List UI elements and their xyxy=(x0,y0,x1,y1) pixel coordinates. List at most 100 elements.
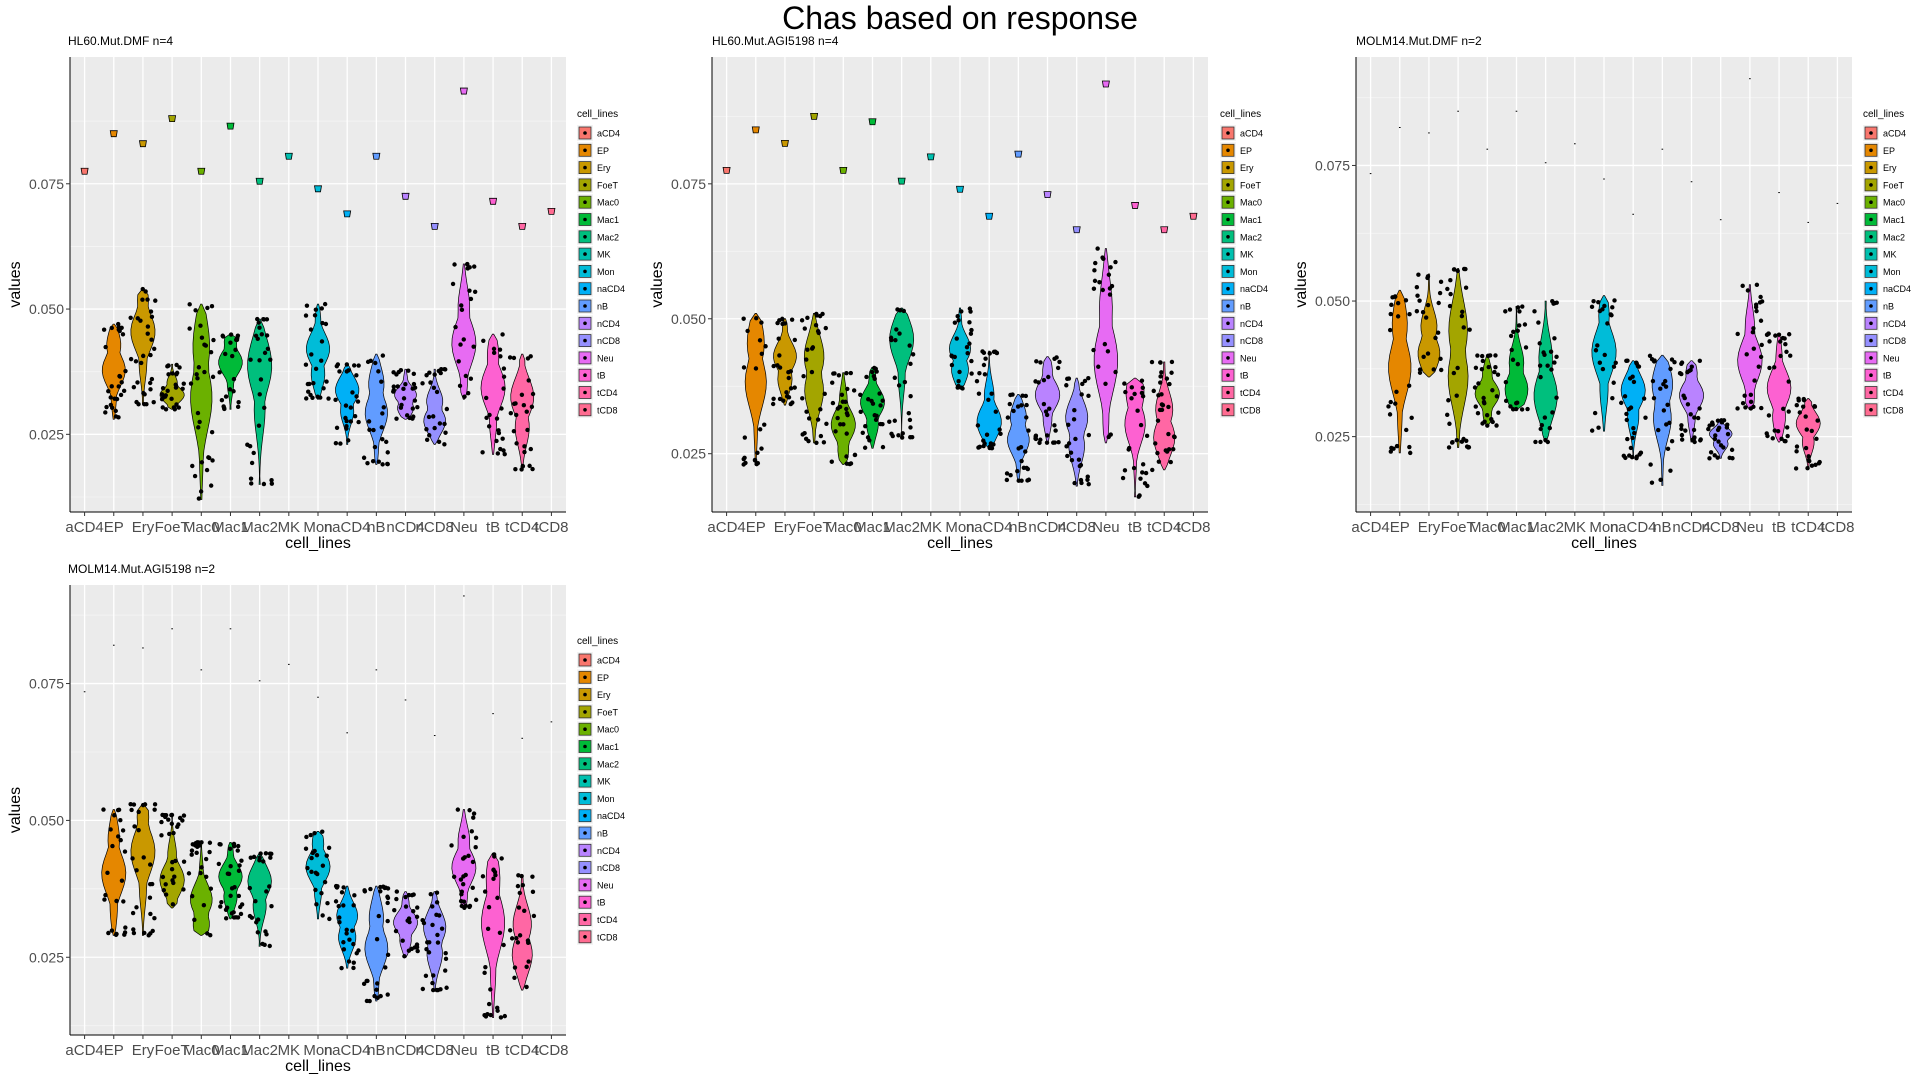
data-point xyxy=(180,386,185,391)
data-point xyxy=(959,309,964,314)
data-point xyxy=(1100,287,1106,293)
data-point xyxy=(1052,423,1057,428)
data-point xyxy=(1386,404,1391,409)
panel-title: HL60.Mut.DMF n=4 xyxy=(68,34,173,48)
data-point xyxy=(894,327,899,332)
data-point xyxy=(434,389,440,395)
data-point xyxy=(1158,380,1163,385)
data-point xyxy=(1479,366,1485,372)
data-point xyxy=(1809,463,1815,468)
data-point xyxy=(153,298,158,303)
data-point xyxy=(1597,308,1603,314)
data-point xyxy=(1511,329,1516,334)
data-point xyxy=(258,851,263,856)
data-point xyxy=(407,415,412,421)
summary-mark xyxy=(810,112,819,120)
data-point xyxy=(133,359,139,364)
data-point xyxy=(1407,312,1412,317)
y-axis-title: values xyxy=(649,261,666,307)
data-point xyxy=(129,807,134,813)
data-point xyxy=(896,383,902,388)
data-point xyxy=(983,356,988,361)
legend-label: Mac1 xyxy=(1240,215,1262,225)
data-point xyxy=(1776,332,1782,337)
data-point xyxy=(1780,335,1786,341)
data-point xyxy=(379,425,384,430)
data-point xyxy=(1533,439,1538,445)
data-point xyxy=(1091,286,1097,291)
data-point xyxy=(1086,481,1091,487)
x-tick-label: Ery xyxy=(774,519,797,536)
data-point xyxy=(835,415,840,421)
legend-label: naCD4 xyxy=(1240,284,1268,294)
data-point xyxy=(312,830,317,836)
legend-label: nCD4 xyxy=(597,846,620,856)
data-point xyxy=(167,831,172,837)
data-point xyxy=(430,922,435,928)
data-point xyxy=(1692,415,1697,420)
data-point xyxy=(1765,433,1770,439)
data-point xyxy=(515,940,521,945)
data-point xyxy=(259,332,264,337)
data-point xyxy=(322,301,328,307)
data-point xyxy=(194,850,199,856)
data-point xyxy=(463,903,468,908)
data-point xyxy=(1786,332,1792,337)
data-point xyxy=(1712,453,1717,458)
data-point xyxy=(256,320,261,325)
x-tick-label: FoeT xyxy=(1441,519,1476,536)
data-point xyxy=(499,406,504,411)
data-point xyxy=(333,397,338,403)
data-point xyxy=(486,424,492,429)
data-point xyxy=(516,905,522,910)
data-point xyxy=(148,862,153,867)
data-point xyxy=(1482,401,1487,406)
data-point xyxy=(949,353,954,358)
data-point xyxy=(1446,445,1452,450)
data-point xyxy=(439,926,445,931)
data-point xyxy=(1475,353,1480,358)
data-point xyxy=(804,409,809,414)
data-point xyxy=(189,848,195,853)
x-tick-label: aCD4 xyxy=(707,519,745,536)
summary-mark xyxy=(1043,191,1052,199)
data-point xyxy=(338,441,343,446)
summary-mark xyxy=(459,87,468,95)
data-point xyxy=(964,344,970,350)
legend-label: tCD4 xyxy=(597,388,618,398)
data-point xyxy=(897,331,902,336)
data-point xyxy=(1140,470,1145,475)
data-point xyxy=(1605,321,1610,326)
data-point xyxy=(136,809,141,815)
data-point xyxy=(1451,370,1457,376)
data-point xyxy=(522,444,527,449)
data-point xyxy=(468,296,474,302)
x-tick-label: Ery xyxy=(1418,519,1441,536)
violin-EP xyxy=(101,323,126,420)
data-point xyxy=(1496,410,1501,415)
data-point xyxy=(1466,445,1471,450)
data-point xyxy=(189,852,194,857)
data-point xyxy=(1143,470,1149,476)
data-point xyxy=(313,887,318,893)
data-point xyxy=(517,890,523,896)
data-point xyxy=(1679,426,1684,432)
data-point xyxy=(163,812,169,818)
data-point xyxy=(128,356,134,362)
data-point xyxy=(1417,367,1423,372)
data-point xyxy=(1093,260,1098,266)
data-point xyxy=(161,887,167,893)
data-point xyxy=(788,386,794,391)
data-point xyxy=(394,896,399,902)
data-point xyxy=(955,385,960,390)
data-point xyxy=(120,828,126,833)
data-point xyxy=(103,892,108,898)
summary-mark xyxy=(343,210,352,218)
data-point xyxy=(304,834,309,840)
data-point xyxy=(790,400,795,405)
data-point xyxy=(1144,433,1150,439)
data-point xyxy=(1156,459,1162,464)
data-point xyxy=(1467,327,1472,332)
x-tick-label: tCD4 xyxy=(1147,519,1181,536)
data-point xyxy=(141,855,146,860)
